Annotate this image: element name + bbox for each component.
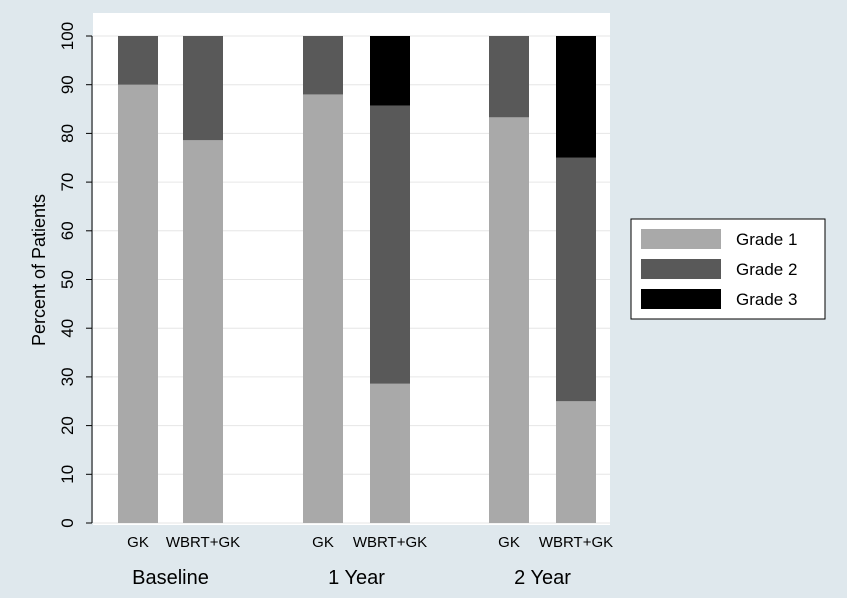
bar-segment	[370, 383, 410, 523]
group-label: Baseline	[132, 567, 209, 589]
bar-segment	[489, 117, 529, 523]
bar-segment	[556, 36, 596, 158]
bar-label: GK	[498, 534, 520, 551]
bar-label: WBRT+GK	[353, 534, 427, 551]
bar-label: WBRT+GK	[166, 534, 240, 551]
x-axis-labels: GK WBRT+GK Baseline GK WBRT+GK 1 Year GK WBRT+G…	[127, 534, 613, 589]
bar-segment	[303, 36, 343, 95]
legend-label: Grade 1	[736, 230, 797, 249]
y-axis-label: Percent of Patients	[29, 194, 49, 346]
y-axis: 0 10 20 30 40 50 60 70 80 90 100	[58, 22, 93, 528]
group-label: 1 Year	[328, 567, 385, 589]
legend-label: Grade 3	[736, 290, 797, 309]
y-tick-label: 60	[58, 221, 77, 240]
group-label: 2 Year	[514, 567, 571, 589]
bar-segment	[370, 36, 410, 106]
bar-segment	[303, 94, 343, 523]
y-tick-label: 100	[58, 22, 77, 50]
bar-label: WBRT+GK	[539, 534, 613, 551]
bar-segment	[489, 36, 529, 118]
legend-label: Grade 2	[736, 260, 797, 279]
y-tick-label: 0	[58, 518, 77, 527]
bar-segment	[118, 84, 158, 523]
legend-swatch	[641, 229, 721, 249]
y-tick-label: 50	[58, 270, 77, 289]
bar-segment	[183, 36, 223, 141]
y-tick-label: 90	[58, 75, 77, 94]
y-tick-label: 20	[58, 416, 77, 435]
bar-segment	[183, 140, 223, 523]
legend: Grade 1 Grade 2 Grade 3	[630, 218, 826, 320]
y-tick-label: 70	[58, 173, 77, 192]
bars	[118, 36, 596, 523]
bar-label: GK	[127, 534, 149, 551]
bar-segment	[118, 36, 158, 85]
bar-segment	[556, 157, 596, 402]
bar-label: GK	[312, 534, 334, 551]
plot-area	[93, 13, 610, 525]
bar-segment	[556, 401, 596, 523]
legend-swatch	[641, 289, 721, 309]
legend-swatch	[641, 259, 721, 279]
y-tick-label: 10	[58, 465, 77, 484]
y-tick-label: 40	[58, 319, 77, 338]
y-tick-label: 80	[58, 124, 77, 143]
y-tick-label: 30	[58, 367, 77, 386]
bar-segment	[370, 105, 410, 384]
